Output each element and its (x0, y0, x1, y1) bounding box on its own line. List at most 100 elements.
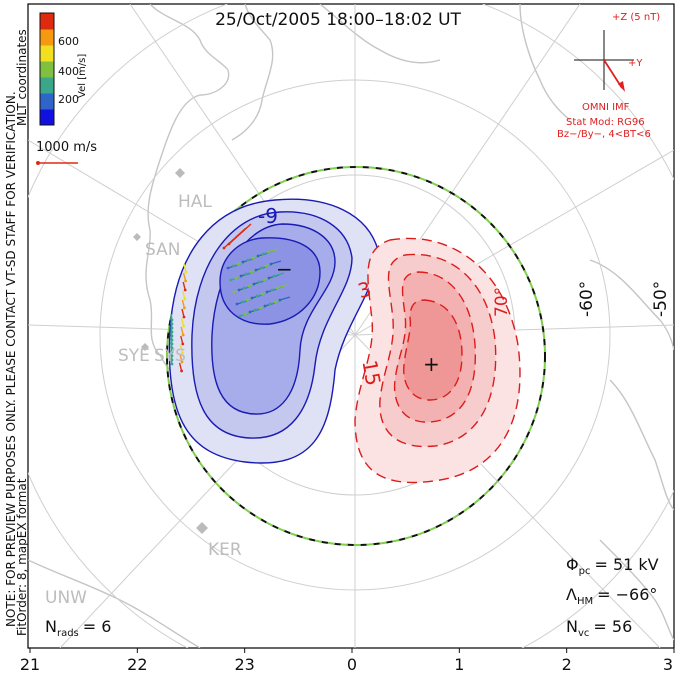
plot-title: 25/Oct/2005 18:00–18:02 UT (215, 10, 461, 30)
mlt-tick-label: 3 (663, 655, 673, 674)
svg-text:Nvc= 56: Nvc = 56 (566, 617, 632, 639)
velocity-vector-origin (251, 256, 255, 260)
velocity-vector-origin (182, 315, 186, 319)
velocity-vector (279, 296, 291, 301)
velocity-vector (273, 272, 285, 277)
lambda-symbol: Λ (566, 585, 577, 604)
velocity-vector-origin (182, 324, 186, 328)
velocity-vector-origin (256, 254, 260, 258)
station-ker: KER (208, 540, 242, 560)
lambda-value: = −66° (597, 585, 657, 604)
velocity-vector-origin (183, 288, 187, 292)
velocity-vector-origin (266, 250, 270, 254)
imf-z-label: +Z (5 nT) (612, 12, 660, 23)
mlt-tick-label: 1 (454, 655, 464, 674)
velocity-vector-origin (226, 266, 230, 270)
continent-outlines (28, 4, 674, 648)
velocity-vector-origin (232, 290, 236, 294)
contour-labels: -9 − 3 15 + (258, 204, 440, 387)
vector-scale-label: 1000 m/s (36, 140, 97, 155)
velocity-vector-origin (231, 264, 235, 268)
nvc-value: = 56 (593, 617, 632, 636)
velocity-vector-origin (275, 286, 279, 290)
velocity-vector-origin (183, 297, 187, 301)
mlt-tick-label: 22 (127, 655, 147, 674)
velocity-vector-origin (180, 360, 184, 364)
velocity-vector-origin (180, 369, 184, 373)
nvc-symbol: N (566, 617, 578, 636)
colorbar-cell (40, 61, 54, 78)
imf-y-label: +Y (628, 58, 643, 69)
imf-dial: +Z (5 nT) +Y OMNI IMF Stat Mod: RG96 Bz−… (557, 12, 660, 140)
svg-text:Φpc= 51 kV: Φpc = 51 kV (566, 555, 659, 577)
lat-label-60: -60° (577, 281, 597, 317)
colorbar-cell (40, 109, 54, 126)
velocity-vector-origin (227, 242, 231, 246)
velocity-vector-origin (250, 296, 254, 300)
velocity-vector-origin (270, 288, 274, 292)
station-sye: SYE (118, 346, 150, 366)
lat-label-70: 70° (492, 287, 512, 317)
velocity-vector-origin (242, 286, 246, 290)
velocity-vector-origin (244, 272, 248, 276)
mlt-tick-label: 2 (562, 655, 572, 674)
lambda-sub: HM (577, 596, 593, 607)
colorbar-cell (40, 45, 54, 62)
phi-value: = 51 kV (594, 555, 658, 574)
min-marker: − (276, 257, 293, 281)
velocity-vector-origin (269, 262, 273, 266)
imf-model-line1: Stat Mod: RG96 (566, 117, 645, 128)
lat-label-50: -50° (651, 281, 671, 317)
velocity-vector-origin (170, 362, 174, 366)
velocity-vector-origin (183, 306, 186, 310)
velocity-vector-origin (268, 302, 272, 306)
velocity-vector-origin (259, 266, 263, 270)
phi-symbol: Φ (566, 555, 579, 574)
velocity-vector-origin (252, 282, 256, 286)
velocity-vector-origin (240, 300, 244, 304)
station-sys: SYS (154, 346, 186, 366)
velocity-vector-origin (262, 278, 266, 282)
colorbar-cell (40, 29, 54, 46)
velocity-vector-origin (241, 260, 245, 264)
contour-label-15: 15 (357, 358, 385, 387)
velocity-vector-origin (246, 258, 250, 262)
velocity-vector-origin (248, 310, 252, 314)
velocity-vector-origin (265, 290, 269, 294)
velocity-vector-origin (222, 246, 226, 250)
phi-sub: pc (579, 566, 591, 577)
hm-boundary-green (166, 166, 546, 546)
velocity-vector-origin (263, 304, 267, 308)
velocity-vector-origin (237, 288, 241, 292)
station-unw: UNW (45, 588, 87, 608)
velocity-vector-origin (278, 298, 282, 302)
nrads-value: = 6 (83, 617, 112, 636)
velocity-vector-origin (254, 268, 258, 272)
colorbar-cell (40, 13, 54, 30)
velocity-vector-origin (238, 314, 242, 318)
velocity-vector-origin (255, 294, 259, 298)
velocity-vector-origin (243, 312, 247, 316)
velocity-vector-origin (264, 264, 268, 268)
velocity-vector-origin (249, 270, 253, 274)
stats-block: Φpc = 51 kV ΛHM = −66° Nvc = 56 Nrads = 6 (45, 555, 659, 639)
colorbar-tick-600: 600 (58, 35, 79, 48)
colorbar-cell (40, 77, 54, 94)
velocity-vector-origin (267, 276, 271, 280)
svg-text:ΛHM= −66°: ΛHM = −66° (566, 585, 657, 607)
velocity-vector-origin (236, 262, 240, 266)
station-labels: HAL SAN SYE SYS KER UNW (45, 192, 242, 608)
colorbar-cell (40, 93, 54, 110)
velocity-vector-origin (239, 274, 243, 278)
colorbar-label: Vel [m/s] (77, 54, 88, 98)
velocity-vector-origin (257, 280, 261, 284)
nrads-sub: rads (57, 628, 79, 639)
mlt-tick-label: 23 (234, 655, 254, 674)
velocity-vector-origin (273, 300, 277, 304)
svg-text:Nrads= 6: Nrads = 6 (45, 617, 111, 639)
velocity-vector-origin (247, 284, 251, 288)
velocity-vector (276, 284, 288, 289)
velocity-vector-origin (235, 302, 239, 306)
velocity-vector-origin (234, 276, 238, 280)
